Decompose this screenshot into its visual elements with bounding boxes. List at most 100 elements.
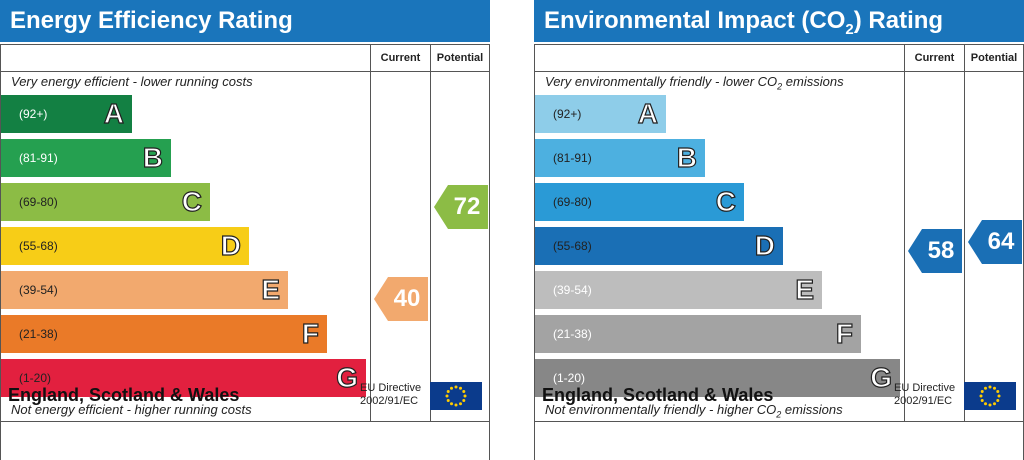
band-range-label: (55-68)	[19, 239, 58, 253]
energy-frame: Current Potential Very energy efficient …	[0, 44, 490, 460]
current-rating-value: 58	[927, 237, 955, 264]
eu-flag-star	[988, 403, 992, 407]
band-range-label: (21-38)	[553, 327, 592, 341]
eu-flag-star	[445, 394, 449, 398]
band-letter: D	[220, 229, 241, 261]
rating-band-c: (69-80) C	[535, 183, 744, 221]
rating-band-b: (81-91) B	[535, 139, 705, 177]
directive-line-2: 2002/91/EC	[894, 395, 953, 407]
divider	[370, 45, 371, 421]
rating-band-f: (21-38) F	[1, 315, 327, 353]
divider	[430, 45, 431, 421]
eu-flag-star	[980, 399, 984, 402]
eu-flag-star	[459, 386, 462, 390]
eu-flag-star	[993, 402, 996, 406]
potential-column-header: Potential	[970, 52, 1018, 64]
current-rating-arrow: 40	[374, 277, 428, 321]
band-range-label: (69-80)	[19, 195, 58, 209]
rating-band-a: (92+) A	[535, 95, 666, 133]
current-arrow-shape	[374, 277, 428, 321]
eu-flag-star	[980, 390, 984, 393]
band-range-label: (92+)	[553, 107, 582, 121]
band-letter: E	[261, 273, 281, 305]
band-letter: G	[336, 361, 359, 393]
env-frame: Current Potential Very environmentally f…	[534, 44, 1024, 460]
bottom-caption-text-end: emissions	[781, 402, 843, 417]
band-letter: B	[142, 141, 163, 173]
band-letter: F	[835, 317, 853, 349]
top-caption-subscript: 2	[777, 81, 783, 92]
divider	[535, 71, 1023, 72]
eu-directive-text: EU Directive 2002/91/EC	[894, 382, 955, 408]
potential-rating-value: 72	[453, 193, 481, 220]
band-letter: B	[676, 141, 697, 173]
current-column-header: Current	[914, 52, 955, 64]
current-column-header: Current	[380, 52, 421, 64]
energy-panel-title: Energy Efficiency Rating	[0, 0, 490, 42]
region-label: England, Scotland & Wales	[8, 385, 240, 405]
divider	[1, 421, 489, 422]
bottom-caption-subscript: 2	[776, 409, 782, 420]
eu-flag-star	[450, 402, 453, 406]
top-caption-text: Very environmentally friendly - lower CO	[545, 74, 778, 89]
eu-directive-text: EU Directive 2002/91/EC	[360, 382, 421, 408]
env-title-subscript: 2	[845, 20, 854, 38]
current-rating-arrow: 58	[908, 229, 962, 273]
environmental-impact-panel: Environmental Impact (CO2) Rating Curren…	[534, 0, 1024, 460]
region-label: England, Scotland & Wales	[542, 385, 774, 405]
env-panel-title: Environmental Impact (CO2) Rating	[534, 0, 1024, 42]
current-rating-value: 40	[393, 285, 421, 312]
rating-band-d: (55-68) D	[535, 227, 783, 265]
band-letter: E	[795, 273, 815, 305]
eu-flag-star	[454, 385, 458, 389]
potential-arrow-polygon	[968, 220, 1022, 264]
eu-flag-star	[462, 399, 466, 402]
rating-band-c: (69-80) C	[1, 183, 210, 221]
eu-flag-star	[993, 386, 996, 390]
band-range-label: (1-20)	[19, 371, 52, 385]
bottom-caption: Not environmentally friendly - higher CO…	[545, 402, 843, 420]
potential-column-header: Potential	[436, 52, 484, 64]
top-caption-text-end: emissions	[782, 74, 844, 89]
band-range-label: (81-91)	[19, 151, 58, 165]
rating-band-f: (21-38) F	[535, 315, 861, 353]
env-title-text: Environmental Impact (CO	[544, 7, 846, 34]
band-letter: F	[301, 317, 319, 349]
eu-flag-star	[984, 402, 987, 406]
rating-band-a: (92+) A	[1, 95, 132, 133]
band-range-label: (39-54)	[553, 283, 592, 297]
potential-rating-value: 64	[987, 228, 1015, 255]
eu-flag-star	[446, 390, 450, 393]
band-range-label: (21-38)	[19, 327, 58, 341]
current-arrow-polygon	[908, 229, 962, 273]
eu-flag-icon	[964, 382, 1016, 410]
potential-arrow-shape	[434, 185, 488, 229]
rating-band-e: (39-54) E	[1, 271, 288, 309]
band-letter: D	[754, 229, 775, 261]
potential-rating-arrow: 72	[434, 185, 488, 229]
rating-band-b: (81-91) B	[1, 139, 171, 177]
rating-band-g: (1-20) G	[1, 359, 366, 397]
band-range-label: (1-20)	[553, 371, 586, 385]
band-letter: G	[870, 361, 893, 393]
directive-line-1: EU Directive	[360, 382, 422, 394]
eu-flag-star	[996, 390, 1000, 393]
eu-flag-star	[979, 394, 983, 398]
rating-band-d: (55-68) D	[1, 227, 249, 265]
current-arrow-polygon	[374, 277, 428, 321]
energy-title-text: Energy Efficiency Rating	[10, 7, 293, 34]
eu-flag-star	[988, 385, 992, 389]
top-caption: Very energy efficient - lower running co…	[11, 74, 253, 89]
directive-line-1: EU Directive	[894, 382, 956, 394]
divider	[1, 71, 489, 72]
divider	[535, 421, 1023, 422]
band-letter: A	[103, 97, 124, 129]
rating-band-g: (1-20) G	[535, 359, 900, 397]
eu-flag-icon	[430, 382, 482, 410]
eu-flag-star	[997, 394, 1001, 398]
eu-flag-star	[462, 390, 466, 393]
top-caption: Very environmentally friendly - lower CO…	[545, 74, 844, 92]
band-range-label: (69-80)	[553, 195, 592, 209]
potential-arrow-shape	[968, 220, 1022, 264]
band-range-label: (81-91)	[553, 151, 592, 165]
